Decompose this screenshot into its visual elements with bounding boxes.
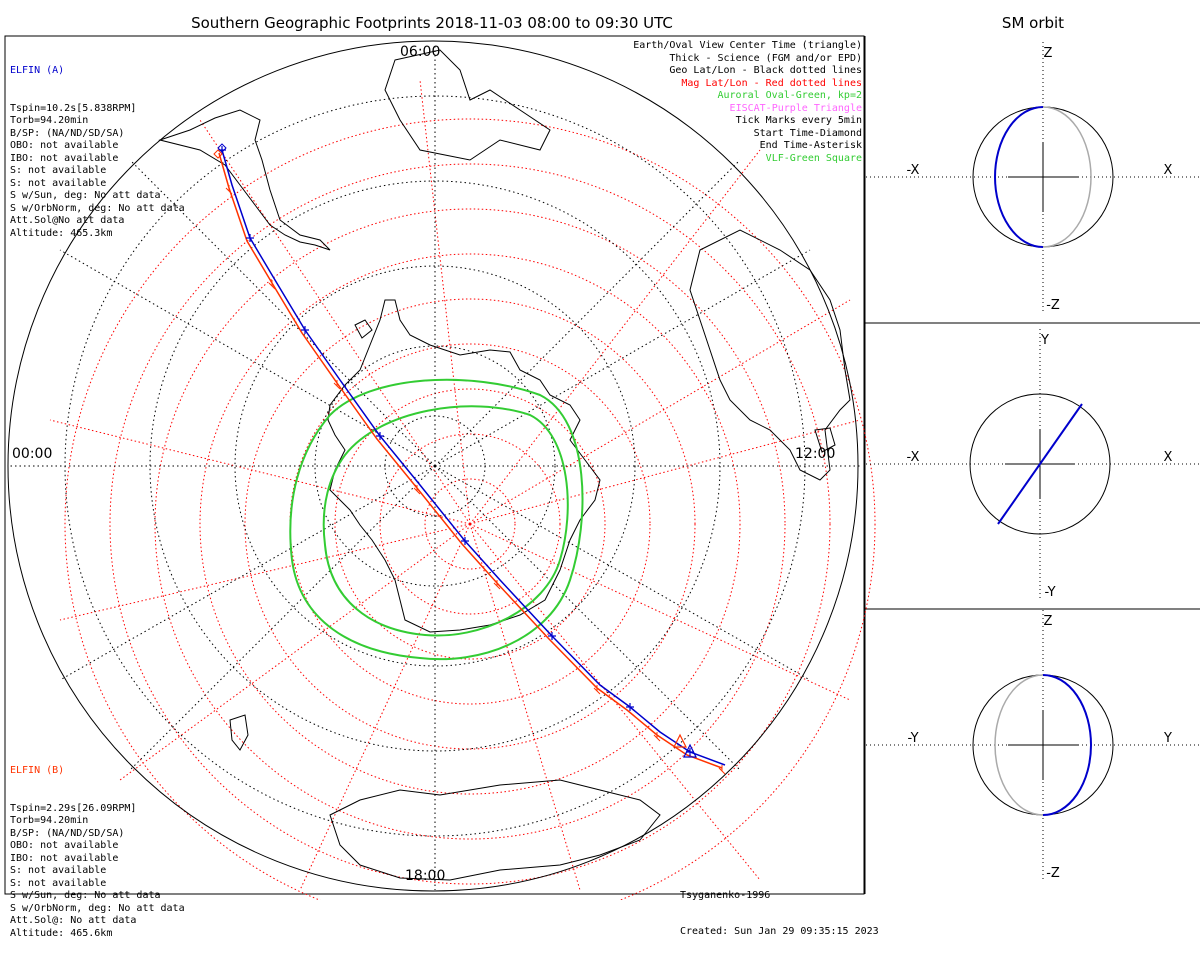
sm-panel-0-label-right: X [1164, 163, 1173, 178]
elfin-b-line-6: S: not available [10, 877, 107, 889]
elfin-a-center-triangle [683, 743, 697, 758]
mag-lat-grid [64, 118, 876, 900]
elfin-a-tick-10 [548, 632, 556, 640]
elfin-b-info: ELFIN (B) Tspin=2.29s[26.09RPM] Torb=94.2… [10, 740, 185, 953]
elfin-b-tick-15 [718, 765, 726, 775]
legend-entry-2: Geo Lat/Lon - Black dotted lines [669, 65, 862, 76]
elfin-b-line-5: S: not available [10, 865, 107, 876]
elfin-b-center-triangle [673, 733, 687, 748]
legend-entry-7: Start Time-Diamond [753, 127, 862, 139]
sm-orbit-panels: Z -Z -X X Y -Y -X X Z -Z -Y Y [866, 42, 1200, 881]
polar-map [7, 40, 876, 900]
model-name: Tsyganenko-1996 [680, 890, 771, 901]
elfin-a-tick-4 [301, 326, 309, 334]
elfin-a-line-2: B/SP: (NA/ND/SD/SA) [10, 127, 125, 139]
sm-panel-2-label-left: -Y [907, 731, 918, 746]
sm-panel-1-label-bottom: -Y [1044, 585, 1055, 600]
figure-canvas: Z -Z -X X Y -Y -X X Z -Z -Y Y [4, 35, 1200, 900]
elfin-b-start-diamond [213, 149, 223, 159]
elfin-a-tick-2 [246, 234, 254, 242]
auroral-oval [289, 378, 584, 661]
lt-label-right: 12:00 [795, 446, 836, 462]
elfin-b-tick-13 [653, 732, 661, 742]
elfin-a-line-5: S: not available [10, 165, 107, 176]
lt-label-top: 06:00 [400, 44, 441, 60]
elfin-b-name: ELFIN (B) [10, 765, 65, 776]
legend-entry-8: End Time-Asterisk [759, 140, 862, 151]
elfin-a-track [221, 149, 726, 766]
coastlines [158, 49, 851, 881]
elfin-a-tick-12 [626, 703, 634, 711]
sm-panel-0-orbit [994, 106, 1044, 248]
elfin-a-tick-6 [376, 432, 384, 440]
elfin-a-line-6: S: not available [10, 177, 107, 189]
legend-entry-3: Mag Lat/Lon - Red dotted lines [681, 77, 862, 89]
legend-entry-5: EISCAT-Purple Triangle [729, 102, 862, 114]
sm-panel-1: Y -Y -X X [866, 329, 1200, 600]
sm-panel-2-label-right: Y [1163, 731, 1172, 746]
elfin-a-line-3: OBO: not available [10, 140, 119, 151]
elfin-b-line-10: Altitude: 465.6km [10, 927, 113, 939]
elfin-a-line-1: Torb=94.20min [10, 115, 89, 126]
elfin-b-line-8: S w/OrbNorm, deg: No att data [10, 902, 185, 914]
sm-panel-0-label-bottom: -Z [1046, 298, 1060, 313]
sm-panel-1-label-left: -X [907, 450, 920, 465]
elfin-b-line-7: S w/Sun, deg: No att data [10, 890, 161, 901]
sm-panel-1-earth [969, 393, 1111, 535]
footer: Tsyganenko-1996 Created: Sun Jan 29 09:3… [680, 866, 879, 950]
elfin-b-tick-11 [593, 685, 601, 695]
sm-panel-2-label-bottom: -Z [1046, 866, 1060, 881]
elfin-a-tick-8 [461, 537, 469, 545]
elfin-b-tick-3 [268, 280, 276, 290]
elfin-b-line-3: OBO: not available [10, 840, 119, 851]
legend-entry-9: VLF-Green Square [765, 152, 862, 164]
sm-panel-1-orbit [997, 403, 1083, 525]
elfin-b-tick-1 [225, 185, 233, 195]
elfin-a-info: ELFIN (A) Tspin=10.2s[5.838RPM] Torb=94.2… [10, 40, 185, 253]
elfin-a-name: ELFIN (A) [10, 65, 65, 76]
sm-orbit-title: SM orbit [1001, 14, 1065, 32]
elfin-a-line-7: S w/Sun, deg: No att data [10, 190, 161, 201]
lt-label-bottom: 18:00 [405, 868, 446, 884]
legend: Earth/Oval View Center Time (triangle) Th… [633, 40, 862, 165]
elfin-b-tick-7 [413, 485, 421, 495]
legend-entry-1: Thick - Science (FGM and/or EPD) [669, 52, 862, 64]
elfin-a-line-4: IBO: not available [10, 152, 119, 164]
sm-panel-1-label-top: Y [1040, 333, 1049, 348]
geo-grid [10, 45, 860, 890]
sm-panel-0-label-top: Z [1044, 46, 1053, 61]
legend-entry-0: Earth/Oval View Center Time (triangle) [633, 40, 862, 51]
plot-title: Southern Geographic Footprints 2018-11-0… [191, 14, 673, 32]
elfin-b-tick-9 [493, 580, 501, 590]
elfin-b-line-1: Torb=94.20min [10, 815, 89, 826]
created-timestamp: Created: Sun Jan 29 09:35:15 2023 [680, 926, 879, 937]
sm-panel-2-label-top: Z [1044, 614, 1053, 629]
elfin-a-start-diamond [217, 143, 227, 153]
elfin-b-line-2: B/SP: (NA/ND/SD/SA) [10, 827, 125, 839]
elfin-b-lines: Tspin=2.29s[26.09RPM] Torb=94.20min B/SP: … [10, 803, 185, 941]
map-frame [4, 35, 865, 895]
elfin-a-line-8: S w/OrbNorm, deg: No att data [10, 202, 185, 214]
sm-panel-2: Z -Z -Y Y [866, 610, 1200, 881]
elfin-a-lines: Tspin=10.2s[5.838RPM] Torb=94.20min B/SP: … [10, 103, 185, 241]
footprint-tracks [213, 143, 726, 775]
elfin-b-line-9: Att.Sol@: No att data [10, 915, 137, 926]
sm-panel-1-label-right: X [1164, 450, 1173, 465]
sm-panel-0-label-left: -X [907, 163, 920, 178]
lt-label-left: 00:00 [12, 446, 53, 462]
elfin-a-tick-14 [686, 748, 694, 756]
elfin-b-line-0: Tspin=2.29s[26.09RPM] [10, 802, 137, 814]
legend-entry-4: Auroral Oval-Green, kp=2 [717, 90, 863, 101]
sm-panel-2-orbit [1042, 674, 1092, 816]
elfin-b-line-4: IBO: not available [10, 852, 119, 864]
legend-entry-6: Tick Marks every 5min [735, 115, 862, 126]
elfin-b-track [218, 152, 723, 769]
sm-panel-0: Z -Z -X X [866, 42, 1200, 313]
elfin-a-line-0: Tspin=10.2s[5.838RPM] [10, 102, 137, 114]
elfin-a-line-9: Att.Sol@No att data [10, 215, 125, 226]
elfin-b-tick-5 [333, 380, 341, 390]
earth-limb [7, 40, 859, 892]
elfin-a-line-10: Altitude: 465.3km [10, 227, 113, 239]
